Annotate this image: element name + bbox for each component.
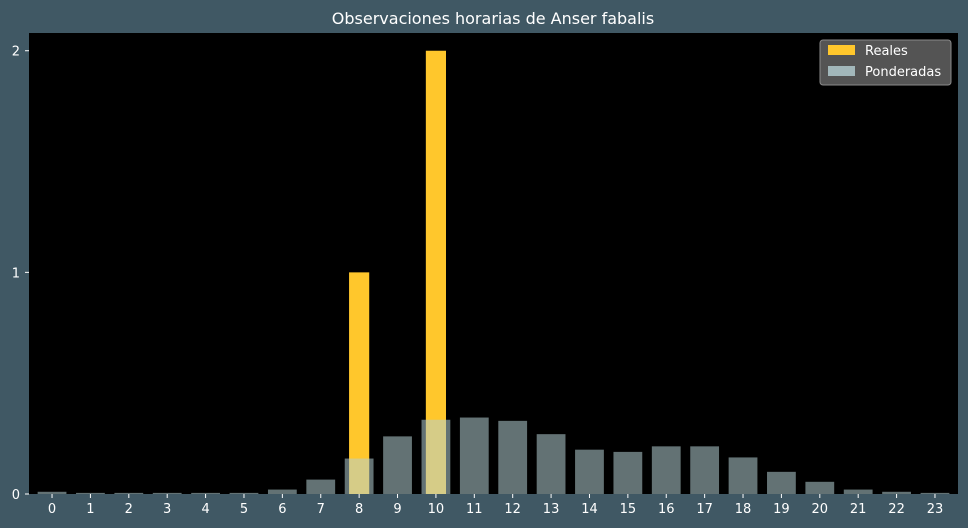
bar-ponderadas-20 xyxy=(805,481,835,494)
bar-ponderadas-8 xyxy=(344,458,374,494)
x-tick-label-2: 2 xyxy=(125,502,133,517)
x-tick-label-14: 14 xyxy=(581,502,598,517)
bar-reales-8 xyxy=(349,272,370,494)
axes-layer: 0 1 2 3 4 5 6 7 8 9 10 11 12 13 14 15 16 17 18 19 20 21 22 2301… xyxy=(12,45,944,517)
bars-layer xyxy=(37,50,950,494)
bar-ponderadas-4 xyxy=(191,492,220,494)
bar-ponderadas-9 xyxy=(383,436,412,494)
x-tick-label-12: 12 xyxy=(504,502,521,517)
bar-ponderadas-19 xyxy=(767,471,796,494)
plot-area xyxy=(29,33,958,494)
bar-ponderadas-17 xyxy=(690,446,720,494)
y-tick-label-2: 2 xyxy=(12,45,20,60)
bar-reales-10 xyxy=(425,50,446,494)
x-tick-label-11: 11 xyxy=(466,502,483,517)
x-tick-label-20: 20 xyxy=(812,502,829,517)
x-tick-label-13: 13 xyxy=(543,502,560,517)
bar-ponderadas-2 xyxy=(114,492,144,494)
bar-ponderadas-21 xyxy=(843,489,873,494)
bar-ponderadas-1 xyxy=(76,492,105,494)
bar-ponderadas-10 xyxy=(421,419,451,494)
bar-ponderadas-12 xyxy=(498,420,528,494)
x-tick-label-0: 0 xyxy=(48,502,56,517)
bar-ponderadas-23 xyxy=(920,492,950,494)
x-tick-label-16: 16 xyxy=(658,502,675,517)
legend-swatch-ponderadas xyxy=(828,66,855,76)
bar-ponderadas-7 xyxy=(306,479,336,494)
bar-ponderadas-16 xyxy=(651,446,681,494)
x-tick-label-19: 19 xyxy=(773,502,790,517)
y-tick-label-1: 1 xyxy=(12,266,20,281)
legend: Reales Ponderadas xyxy=(819,39,952,86)
x-tick-label-8: 8 xyxy=(355,502,363,517)
bar-ponderadas-0 xyxy=(37,491,67,494)
x-tick-label-23: 23 xyxy=(927,502,944,517)
x-tick-label-1: 1 xyxy=(86,502,94,517)
x-tick-label-21: 21 xyxy=(850,502,867,517)
x-tick-label-15: 15 xyxy=(620,502,637,517)
x-tick-label-4: 4 xyxy=(201,502,209,517)
chart-title: Observaciones horarias de Anser fabalis xyxy=(332,9,654,28)
y-tick-label-0: 0 xyxy=(12,488,20,503)
bar-ponderadas-15 xyxy=(613,451,643,494)
x-tick-label-22: 22 xyxy=(888,502,905,517)
x-tick-label-7: 7 xyxy=(317,502,325,517)
x-tick-label-10: 10 xyxy=(428,502,445,517)
legend-label-reales: Reales xyxy=(865,44,908,59)
bar-ponderadas-5 xyxy=(229,492,259,494)
x-tick-label-3: 3 xyxy=(163,502,171,517)
bar-ponderadas-13 xyxy=(536,434,566,494)
legend-label-ponderadas: Ponderadas xyxy=(865,65,941,80)
bar-ponderadas-3 xyxy=(152,492,182,494)
x-tick-label-18: 18 xyxy=(735,502,752,517)
bar-ponderadas-6 xyxy=(267,489,297,494)
bar-ponderadas-11 xyxy=(459,417,489,494)
bar-ponderadas-18 xyxy=(728,457,758,494)
bar-ponderadas-22 xyxy=(882,491,911,494)
x-tick-label-9: 9 xyxy=(393,502,401,517)
x-tick-label-5: 5 xyxy=(240,502,248,517)
bar-ponderadas-14 xyxy=(575,449,604,494)
legend-swatch-reales xyxy=(828,45,855,55)
x-tick-label-17: 17 xyxy=(696,502,713,517)
x-tick-label-6: 6 xyxy=(278,502,286,517)
